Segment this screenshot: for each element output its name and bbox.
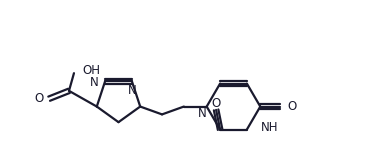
Text: O: O [34, 92, 43, 105]
Text: OH: OH [82, 64, 100, 77]
Text: N: N [89, 76, 98, 89]
Text: N: N [127, 84, 136, 97]
Text: N: N [198, 107, 207, 120]
Text: O: O [212, 97, 221, 110]
Text: NH: NH [261, 121, 278, 134]
Text: O: O [287, 100, 296, 113]
